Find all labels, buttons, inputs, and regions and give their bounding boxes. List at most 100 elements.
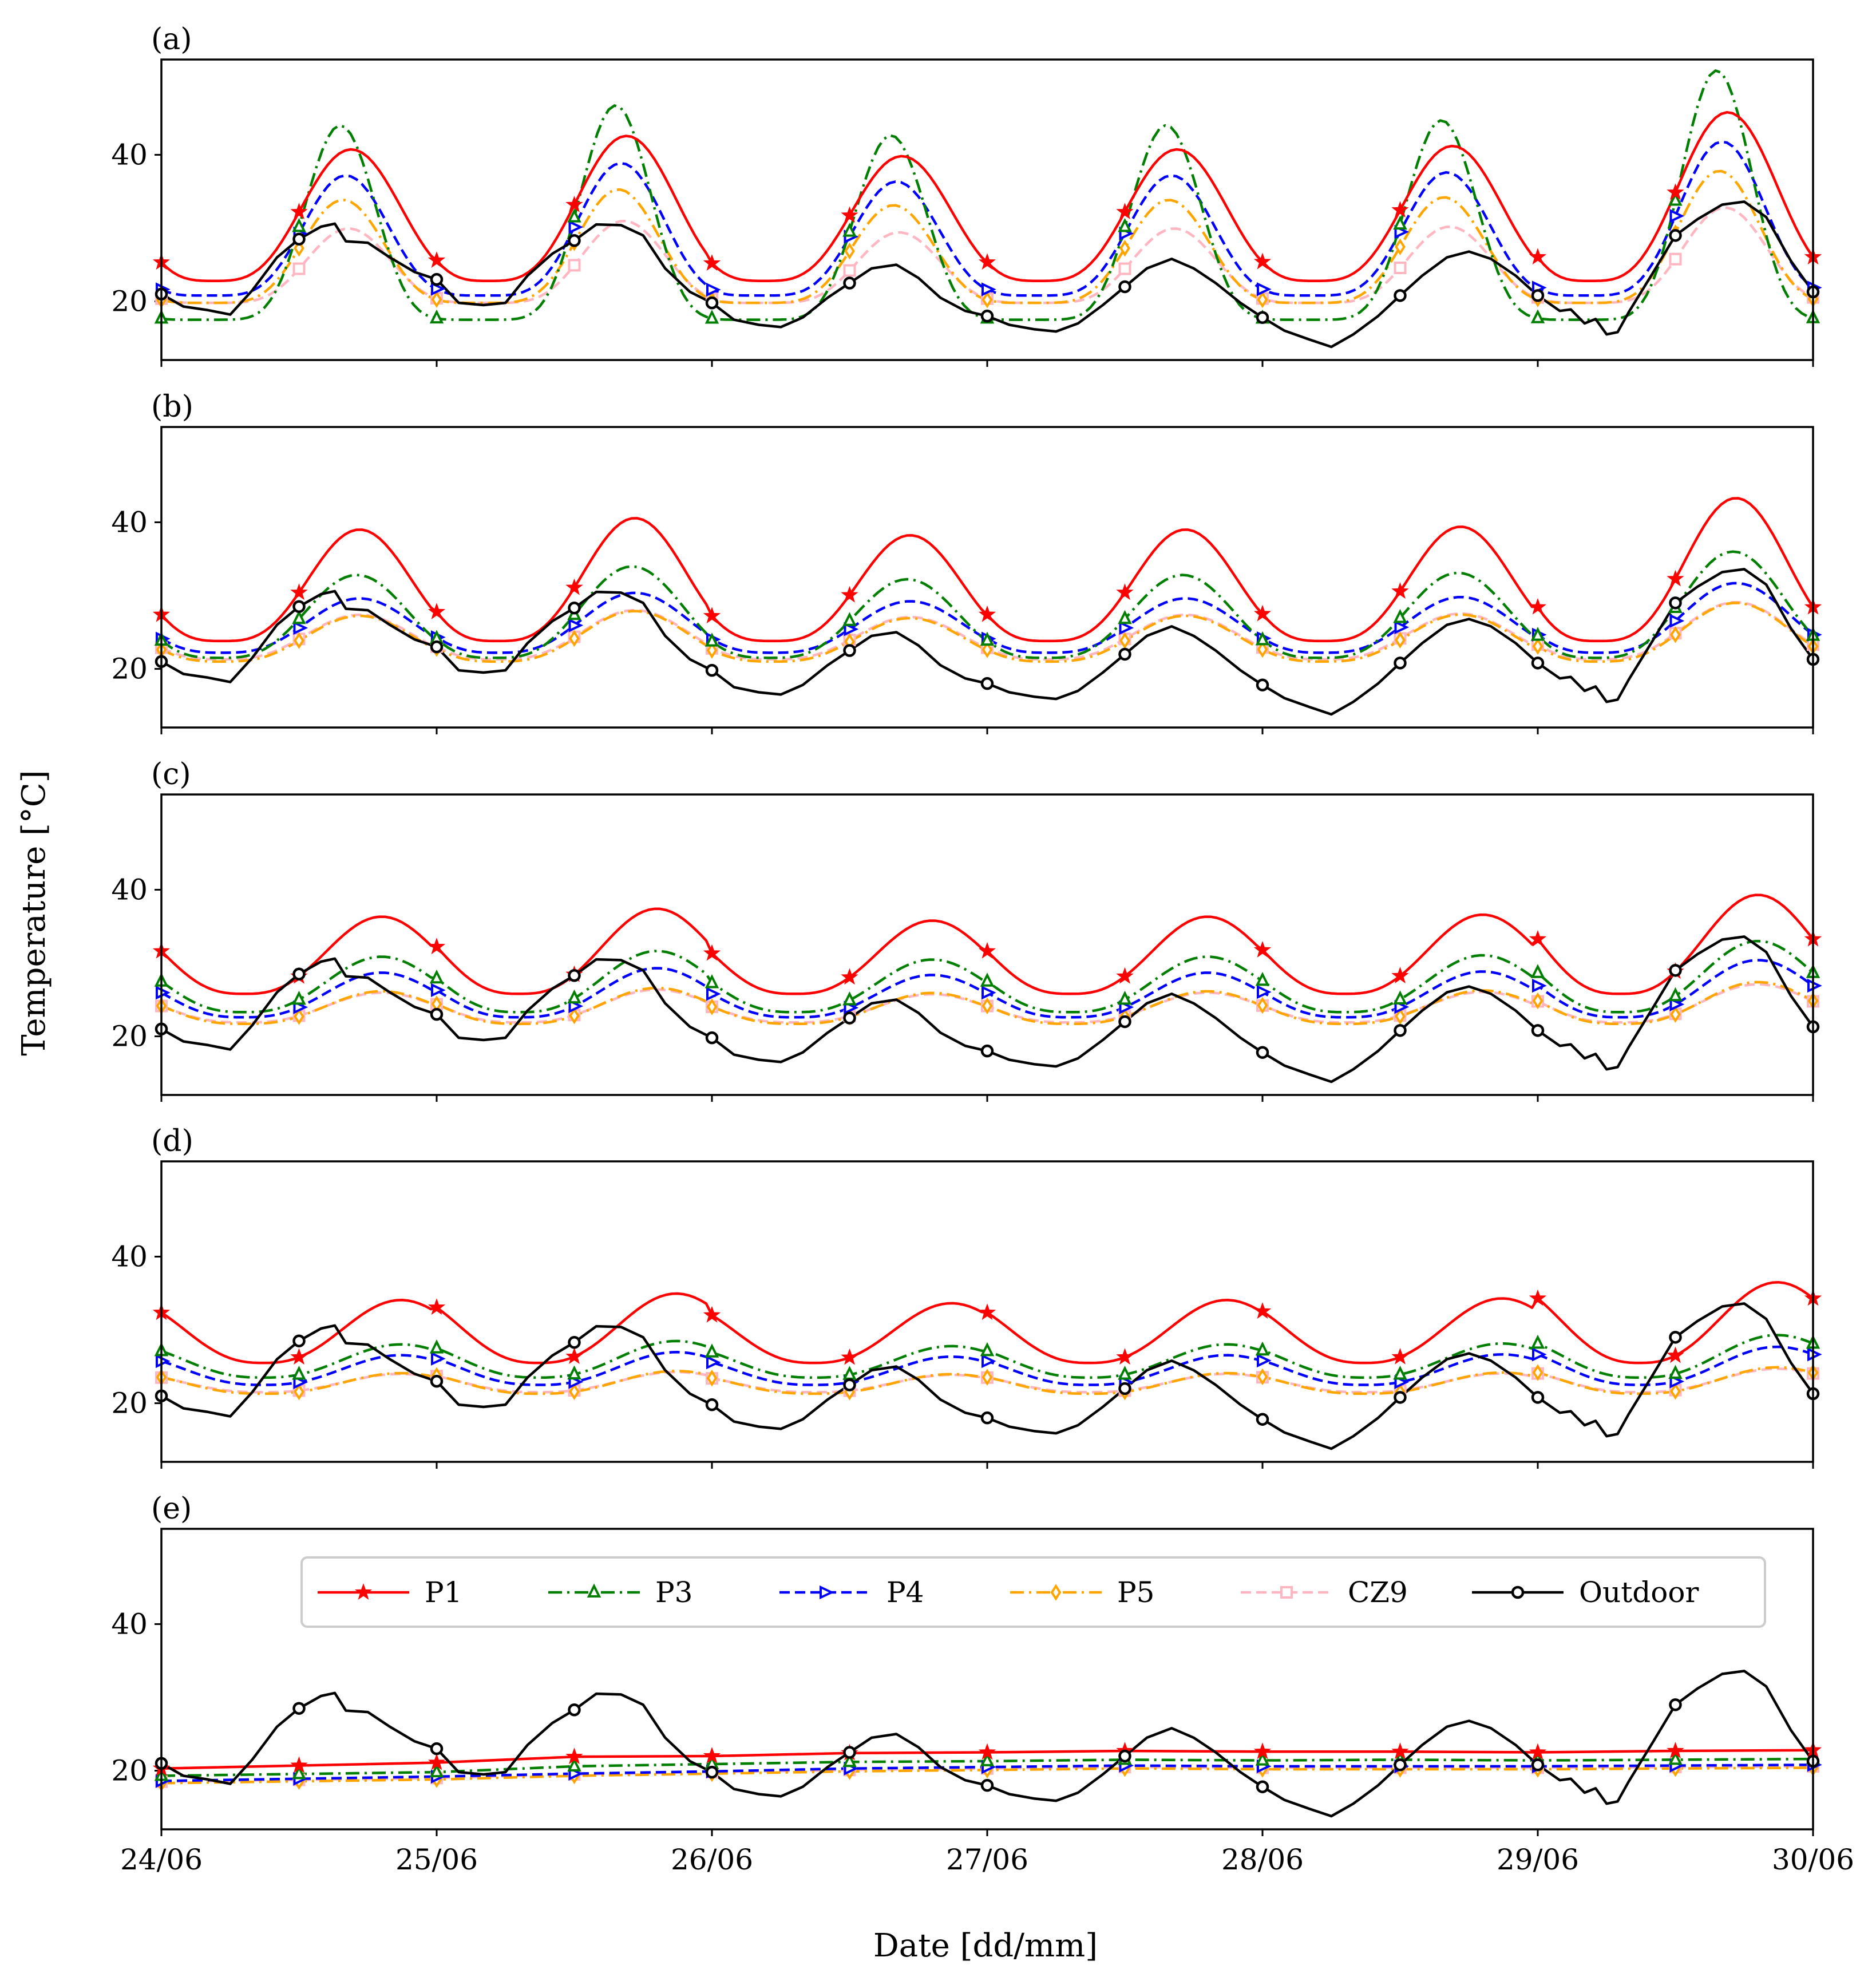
marker-p3	[1530, 1334, 1545, 1349]
marker-outdoor	[1394, 1758, 1407, 1772]
marker-outdoor	[1118, 647, 1131, 661]
legend-label: P3	[655, 1576, 692, 1609]
marker-outdoor	[705, 1031, 719, 1045]
marker-outdoor	[1256, 1046, 1269, 1059]
marker-outdoor	[705, 1398, 719, 1411]
marker-cz9	[1118, 262, 1131, 275]
marker-p5	[1257, 997, 1268, 1014]
panel-a: (a) 20 40	[111, 22, 1822, 367]
marker-p3	[1530, 964, 1545, 978]
marker-p3	[1393, 215, 1407, 230]
marker-p4	[568, 999, 584, 1014]
marker-outdoor	[1256, 1780, 1269, 1793]
x-tick-label: 25/06	[395, 1843, 478, 1876]
y-tick-label: 40	[111, 505, 148, 539]
marker-p3	[842, 1753, 857, 1768]
plot-area	[161, 1670, 1813, 1818]
marker-p4	[844, 622, 859, 636]
marker-p5	[981, 1369, 993, 1386]
legend-box	[300, 1556, 1766, 1628]
marker-p3	[429, 309, 444, 324]
panel-label: (a)	[151, 22, 192, 57]
marker-p4	[1669, 614, 1685, 628]
marker-cz9	[1669, 252, 1682, 266]
marker-p4	[706, 282, 721, 297]
marker-p4	[981, 986, 996, 1000]
marker-p1	[1391, 201, 1409, 218]
marker-p1	[290, 1348, 308, 1365]
marker-p3	[705, 1343, 719, 1358]
marker-p1	[841, 206, 858, 223]
legend-marker-outdoor	[1511, 1585, 1525, 1599]
marker-p1	[1529, 930, 1547, 947]
marker-p4	[1394, 620, 1410, 635]
marker-outdoor	[1531, 289, 1545, 302]
marker-outdoor	[292, 967, 306, 980]
marker-p3	[1530, 627, 1545, 641]
marker-p1	[703, 1306, 721, 1323]
series-line-p1	[161, 1749, 1813, 1770]
y-tick-label: 40	[111, 873, 148, 906]
marker-p5	[1532, 1364, 1543, 1381]
marker-outdoor	[568, 234, 581, 247]
marker-p5	[294, 1008, 304, 1025]
marker-outdoor	[568, 969, 581, 982]
marker-outdoor	[1256, 1413, 1269, 1426]
marker-p3	[567, 1757, 581, 1772]
series-line-p5	[161, 169, 1813, 305]
marker-p1	[428, 1298, 446, 1315]
marker-p4	[1257, 282, 1272, 296]
marker-p1	[841, 586, 858, 603]
marker-p3	[980, 972, 995, 987]
marker-outdoor	[1118, 1015, 1131, 1029]
marker-p3	[1393, 990, 1407, 1005]
legend-marker-p5	[1050, 1584, 1062, 1601]
marker-p3	[429, 1763, 444, 1778]
legend-marker-p4	[820, 1585, 834, 1600]
marker-p3	[980, 631, 995, 646]
marker-p5	[981, 997, 993, 1015]
marker-p4	[293, 620, 308, 635]
panel-b: (b) 20 40	[111, 390, 1822, 734]
marker-p5	[1395, 1007, 1406, 1025]
series-line-p3	[161, 1757, 1813, 1777]
marker-outdoor	[430, 1742, 444, 1755]
marker-p1	[978, 1743, 996, 1760]
marker-p1	[1116, 583, 1134, 600]
marker-outdoor	[1118, 1749, 1131, 1763]
markers	[152, 930, 1822, 1059]
marker-p5	[981, 641, 993, 658]
panel-c: (c) 20 40	[111, 757, 1822, 1102]
panel-d: (d) 20 40	[111, 1124, 1822, 1469]
series-line-outdoor	[161, 1302, 1813, 1450]
series-line-outdoor	[161, 935, 1813, 1084]
marker-p1	[565, 1347, 583, 1364]
marker-outdoor	[980, 1411, 994, 1425]
series-line-outdoor	[161, 568, 1813, 716]
marker-outdoor	[1256, 678, 1269, 691]
marker-p3	[292, 1765, 306, 1780]
x-tick-label: 24/06	[120, 1843, 203, 1876]
marker-p1	[978, 253, 996, 270]
marker-outdoor	[980, 309, 994, 323]
marker-p1	[978, 605, 996, 622]
marker-p4	[568, 220, 584, 234]
marker-p5	[1257, 640, 1268, 658]
marker-p3	[1393, 608, 1407, 623]
marker-outdoor	[705, 1765, 719, 1779]
marker-p3	[429, 969, 444, 984]
marker-p1	[1667, 570, 1684, 587]
marker-p3	[292, 610, 306, 624]
legend-marker-cz9	[1280, 1586, 1293, 1599]
marker-outdoor	[1669, 1331, 1682, 1344]
marker-p4	[431, 1351, 446, 1366]
marker-p5	[569, 1007, 580, 1025]
marker-p1	[290, 1756, 308, 1773]
marker-p3	[705, 310, 719, 324]
marker-outdoor	[980, 1044, 994, 1058]
marker-p1	[1253, 604, 1272, 622]
marker-cz9	[1394, 261, 1407, 274]
marker-p3	[842, 991, 857, 1006]
marker-p1	[978, 1303, 996, 1320]
